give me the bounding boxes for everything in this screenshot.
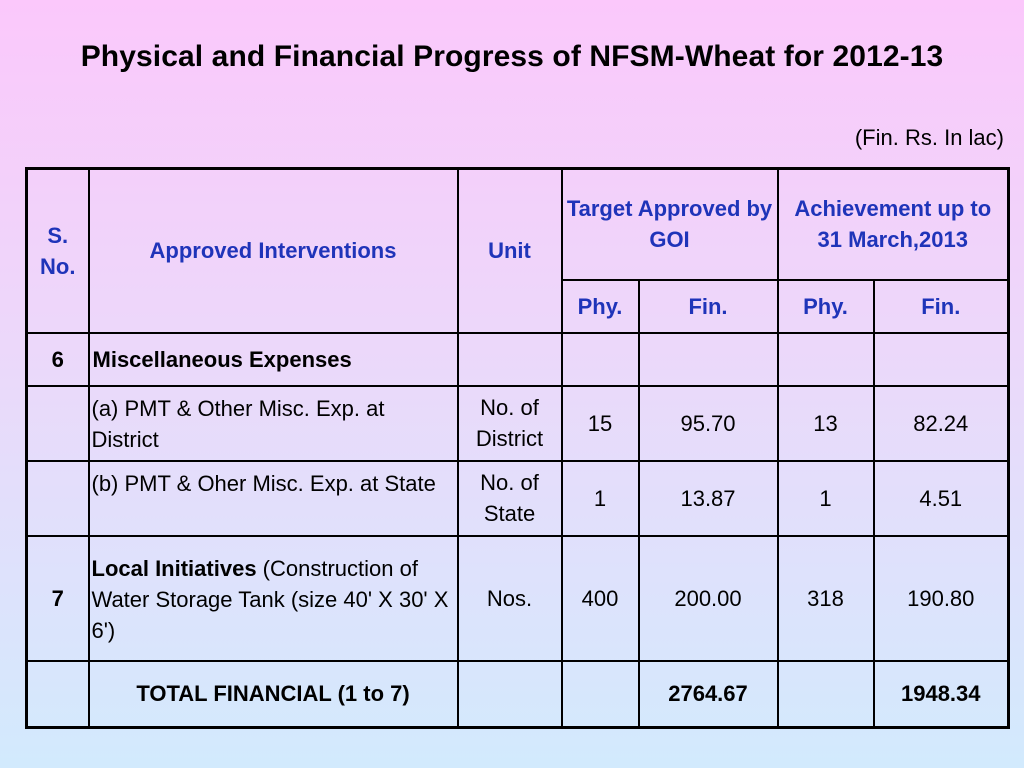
cell-achievement-phy [776, 659, 875, 729]
cell-sno [25, 459, 90, 537]
cell-intervention: (a) PMT & Other Misc. Exp. at District [87, 384, 459, 462]
col-header-sno: S. No. [25, 167, 90, 334]
col-header-target: Target Approved by GOI [560, 167, 779, 281]
cell-achievement-phy [776, 331, 875, 387]
cell-unit: Nos. [456, 534, 563, 662]
cell-unit: No. of District [456, 384, 563, 462]
col-header-achievement-fin: Fin. [872, 278, 1010, 334]
cell-achievement-phy: 13 [776, 384, 875, 462]
cell-target-fin: 13.87 [637, 459, 779, 537]
total-label: TOTAL FINANCIAL (1 to 7) [87, 659, 459, 729]
cell-intervention: Local Initiatives (Construction of Water… [87, 534, 459, 662]
cell-achievement-fin: 82.24 [872, 384, 1010, 462]
table-row: (a) PMT & Other Misc. Exp. at District N… [25, 384, 1010, 462]
cell-target-phy [560, 331, 640, 387]
cell-intervention: Miscellaneous Expenses [87, 331, 459, 387]
col-header-target-phy: Phy. [560, 278, 640, 334]
cell-achievement-fin [872, 331, 1010, 387]
cell-achievement-phy: 1 [776, 459, 875, 537]
total-achievement-fin: 1948.34 [872, 659, 1010, 729]
col-header-target-fin: Fin. [637, 278, 779, 334]
col-header-unit: Unit [456, 167, 563, 334]
col-header-interventions: Approved Interventions [87, 167, 459, 334]
cell-target-fin: 95.70 [637, 384, 779, 462]
col-header-achievement-phy: Phy. [776, 278, 875, 334]
cell-sno: 6 [25, 331, 90, 387]
table-row: (b) PMT & Oher Misc. Exp. at State No. o… [25, 459, 1010, 537]
subheader-row: Phy. Fin. Phy. Fin. [27, 278, 1010, 334]
cell-sno [25, 384, 90, 462]
cell-achievement-fin: 4.51 [872, 459, 1010, 537]
col-header-achievement: Achievement up to 31 March,2013 [776, 167, 1010, 281]
total-target-fin: 2764.67 [637, 659, 779, 729]
cell-sno [25, 659, 90, 729]
cell-achievement-phy: 318 [776, 534, 875, 662]
cell-intervention: (b) PMT & Oher Misc. Exp. at State [87, 459, 459, 537]
cell-achievement-fin: 190.80 [872, 534, 1010, 662]
cell-target-phy: 1 [560, 459, 640, 537]
intervention-detail: (Construction of Water Storage Tank (siz… [91, 555, 449, 643]
units-note: (Fin. Rs. In lac) [854, 125, 1004, 150]
cell-sno: 7 [25, 534, 90, 662]
header-row: S. No. Approved Interventions Unit Targe… [25, 167, 1010, 334]
intervention-heading: Local Initiatives [91, 555, 257, 581]
table-row: 6 Miscellaneous Expenses [25, 331, 1010, 387]
cell-unit [456, 331, 563, 387]
total-row: TOTAL FINANCIAL (1 to 7) 2764.67 1948.34 [25, 659, 1010, 729]
cell-target-fin: 200.00 [637, 534, 779, 662]
cell-target-fin [637, 331, 779, 387]
cell-unit: No. of State [456, 459, 563, 537]
page-title: Physical and Financial Progress of NFSM-… [80, 40, 944, 73]
cell-target-phy [560, 659, 640, 729]
table-row: 7 Local Initiatives (Construction of Wat… [25, 534, 1010, 662]
cell-target-phy: 400 [560, 534, 640, 662]
progress-table: S. No. Approved Interventions Unit Targe… [25, 167, 1011, 729]
cell-target-phy: 15 [560, 384, 640, 462]
cell-unit [456, 659, 563, 729]
